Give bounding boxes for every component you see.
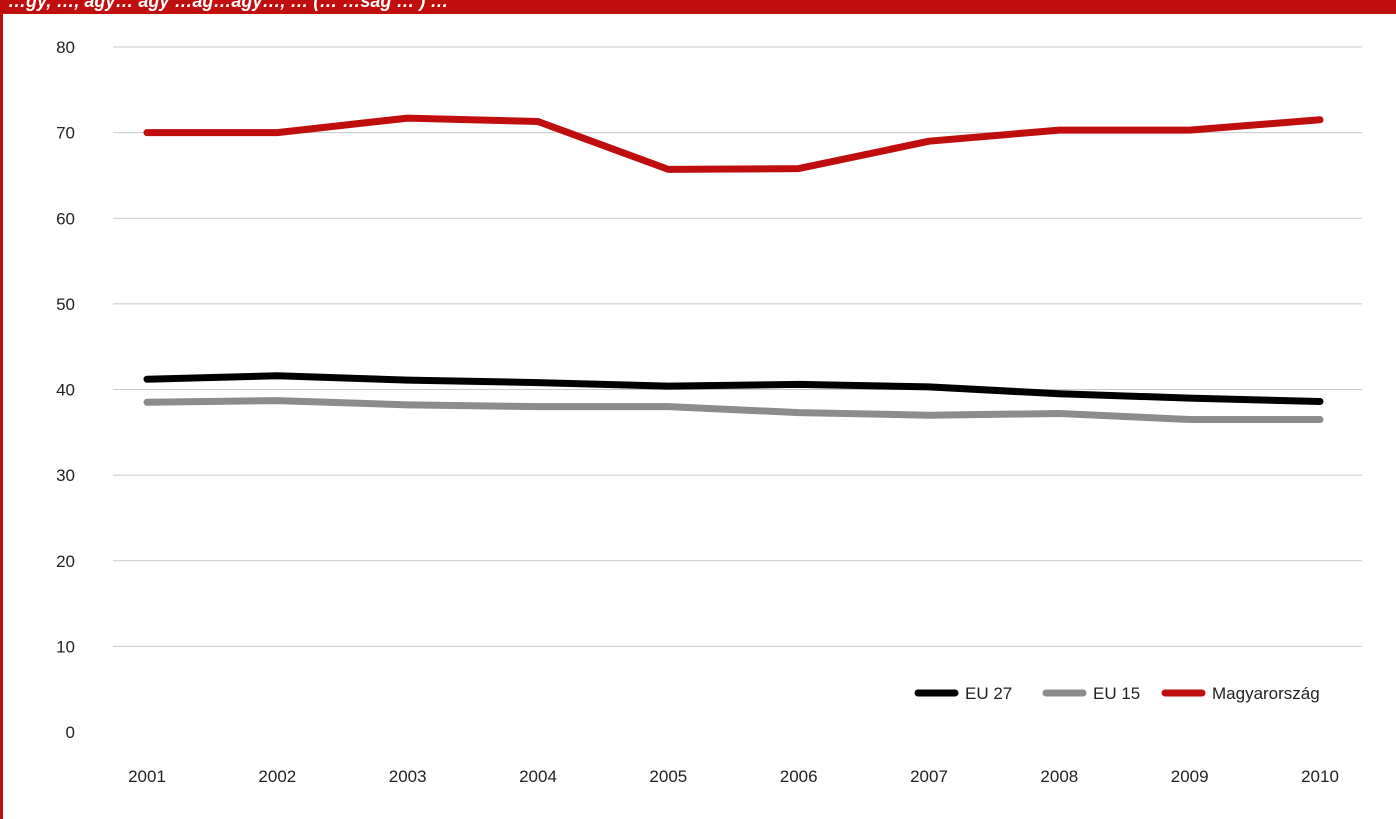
x-axis-ticks: 2001 2002 2003 2004 2005 2006 2007 2008 2009 2010 xyxy=(128,767,1339,786)
legend-label-0: EU 27 xyxy=(965,684,1012,703)
y-tick-label: 50 xyxy=(56,295,75,314)
y-tick-label: 0 xyxy=(66,723,75,742)
y-tick-label: 30 xyxy=(56,466,75,485)
x-tick-label: 2009 xyxy=(1171,767,1209,786)
grid-lines xyxy=(113,46,1362,647)
legend-label-2: Magyarország xyxy=(1212,684,1320,703)
legend-label-1: EU 15 xyxy=(1093,684,1140,703)
x-tick-label: 2010 xyxy=(1301,767,1339,786)
series-line-0 xyxy=(143,372,1324,405)
y-tick-label: 20 xyxy=(56,552,75,571)
series-lines xyxy=(143,114,1324,423)
x-tick-label: 2005 xyxy=(649,767,687,786)
x-tick-label: 2001 xyxy=(128,767,166,786)
y-tick-label: 60 xyxy=(56,209,75,228)
y-tick-label: 80 xyxy=(56,38,75,57)
x-tick-label: 2006 xyxy=(780,767,818,786)
header-title: …gy, …, agy… ágy …ág…ágy…, … (… …ság … )… xyxy=(8,0,449,11)
x-tick-label: 2002 xyxy=(258,767,296,786)
left-border-rule xyxy=(0,14,3,819)
series-line-1 xyxy=(143,397,1324,423)
y-tick-label: 70 xyxy=(56,124,75,143)
header-bar: …gy, …, agy… ágy …ág…ágy…, … (… …ság … )… xyxy=(0,0,1396,14)
series-line-2 xyxy=(143,114,1324,173)
x-tick-label: 2004 xyxy=(519,767,557,786)
y-axis-ticks: 0 10 20 30 40 50 60 70 80 xyxy=(56,38,75,742)
y-tick-label: 10 xyxy=(56,637,75,656)
x-tick-label: 2008 xyxy=(1040,767,1078,786)
y-tick-label: 40 xyxy=(56,381,75,400)
x-tick-label: 2003 xyxy=(389,767,427,786)
legend: EU 27 EU 15 Magyarország xyxy=(914,684,1320,703)
x-tick-label: 2007 xyxy=(910,767,948,786)
